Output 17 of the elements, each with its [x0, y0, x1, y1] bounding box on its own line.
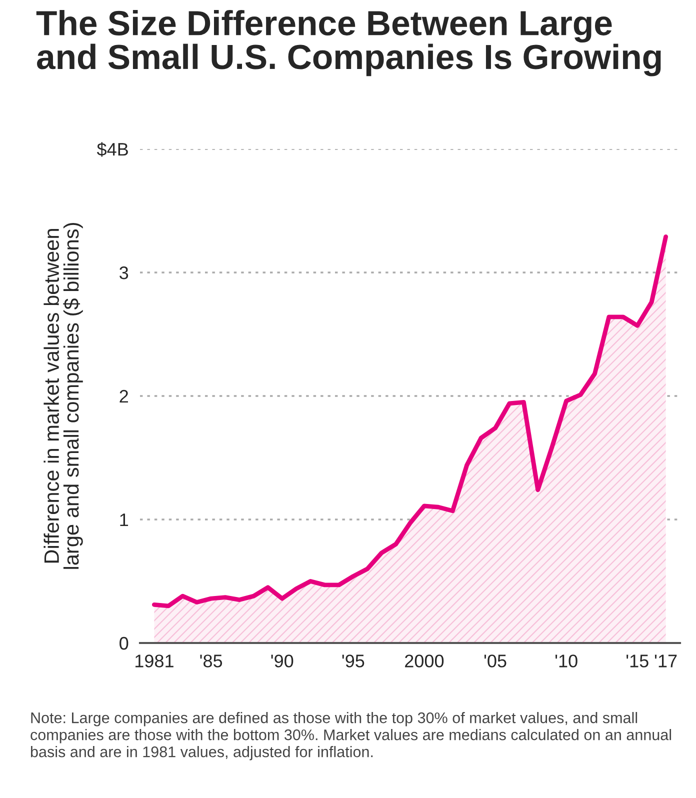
x-tick-label: '85: [200, 654, 222, 668]
y-axis-title: Difference in market values between large and small companies ($ billions): [44, 223, 83, 569]
x-tick-label: 1981: [136, 654, 174, 668]
x-tick-label: '90: [271, 654, 294, 668]
x-tick-label: '17: [654, 654, 677, 668]
chart-title: The Size Difference Between Large and Small U.S. Companies Is Growing: [36, 10, 661, 76]
y-tick-label: 3: [120, 266, 128, 280]
text: Note: Large companies are defined as those with the top 30% of market values, and small companies are those with the bottom 30%. Market values are medians calculated on an annual basis and are in 1981 values, adjusted for inflation.: [30, 712, 672, 760]
x-tick-label: 2000: [405, 654, 444, 668]
y-tick-label: 2: [120, 390, 128, 403]
x-tick-label: '05: [484, 654, 506, 668]
y-tick-label: 1: [120, 514, 128, 526]
y-tick-label: 0: [120, 636, 128, 650]
y-tick-label: $4B: [96, 142, 128, 157]
x-tick-label: '10: [555, 654, 578, 668]
x-tick-label: '95: [342, 654, 364, 668]
x-tick-label: '15: [626, 654, 648, 668]
